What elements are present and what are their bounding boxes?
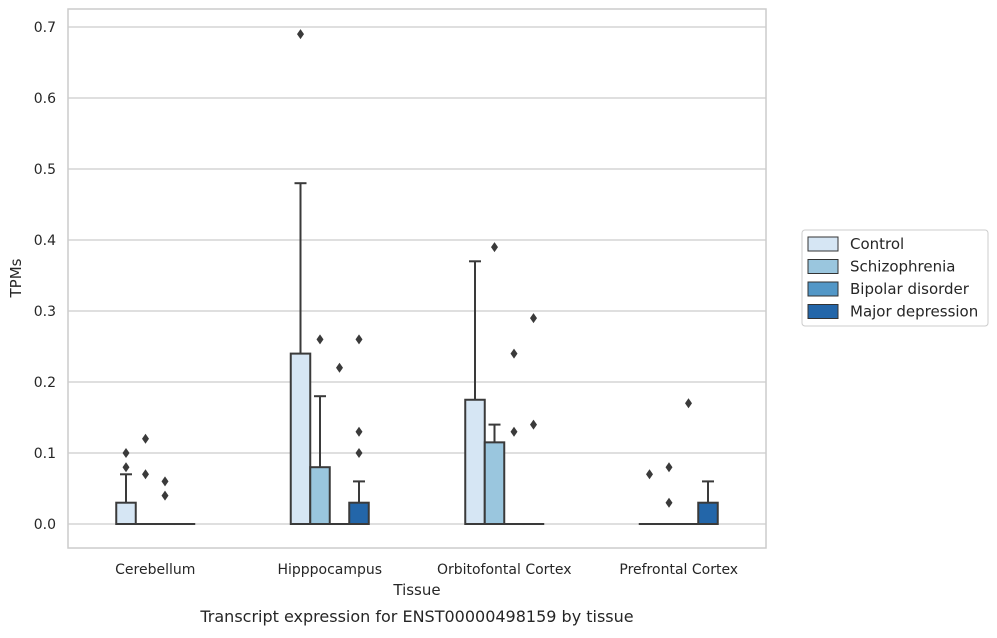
legend: Control Schizophrenia Bipolar disorder Majo… [802,230,988,326]
legend-swatch [808,237,838,251]
box-major-depression [349,334,369,524]
box-body [698,503,718,524]
outlier-point [511,427,518,437]
box-schizophrenia [310,334,330,524]
gridlines [68,27,766,524]
box-bipolar-disorder [679,398,699,524]
legend-label: Major depression [850,303,978,321]
outlier-point [530,420,537,430]
outlier-point [530,313,537,323]
y-tick-label: 0.4 [34,233,56,249]
box-bipolar-disorder [504,349,524,524]
box-body [485,442,505,524]
outlier-point [356,427,363,437]
x-tick-label: Hipppocampus [277,562,382,578]
outlier-point [123,462,130,472]
y-axis-label: TPMs [7,258,25,298]
outlier-point [646,469,653,479]
box-body [116,503,136,524]
chart-caption: Transcript expression for ENST0000049815… [199,607,633,626]
x-axis-label: Tissue [392,581,440,599]
y-tick-label: 0.7 [34,20,56,36]
outlier-point [297,29,304,39]
x-tick-labels: Cerebellum Hipppocampus Orbitofontal Corte… [115,562,738,578]
box-schizophrenia [136,434,156,524]
outlier-point [491,242,498,252]
box-control [291,29,311,524]
box-major-depression [698,481,718,524]
y-tick-label: 0.3 [34,304,56,320]
outlier-point [123,448,130,458]
box-major-depression [524,313,544,524]
outlier-point [685,398,692,408]
outlier-point [356,334,363,344]
legend-swatch [808,282,838,296]
outlier-point [511,349,518,359]
box-control [465,261,485,524]
legend-label: Control [850,235,904,253]
box-schizophrenia [485,242,505,524]
box-body [349,503,369,524]
legend-label: Schizophrenia [850,258,955,276]
outlier-point [162,476,169,486]
y-tick-labels: 0.0 0.1 0.2 0.3 0.4 0.5 0.6 0.7 [34,20,56,533]
outlier-point [317,334,324,344]
box-schizophrenia [659,462,679,524]
legend-label: Bipolar disorder [850,280,970,298]
x-tick-label: Prefrontal Cortex [619,562,738,578]
y-tick-label: 0.6 [34,91,56,107]
plot-marks [116,29,718,524]
box-body [291,354,311,524]
y-tick-label: 0.5 [34,162,56,178]
outlier-point [666,462,673,472]
box-control [116,448,136,524]
box-body [310,467,330,524]
plot-frame [68,9,766,548]
outlier-point [142,469,149,479]
x-tick-label: Orbitofontal Cortex [437,562,572,578]
y-tick-label: 0.1 [34,446,56,462]
box-body [465,400,485,524]
outlier-point [142,434,149,444]
x-tick-label: Cerebellum [115,562,195,578]
legend-swatch [808,305,838,319]
outlier-point [666,498,673,508]
box-bipolar-disorder [330,363,350,524]
y-tick-label: 0.0 [34,517,56,533]
y-tick-label: 0.2 [34,375,56,391]
outlier-point [356,448,363,458]
box-bipolar-disorder [155,476,175,524]
box-control [640,469,660,524]
legend-swatch [808,260,838,274]
outlier-point [162,491,169,501]
outlier-point [336,363,343,373]
